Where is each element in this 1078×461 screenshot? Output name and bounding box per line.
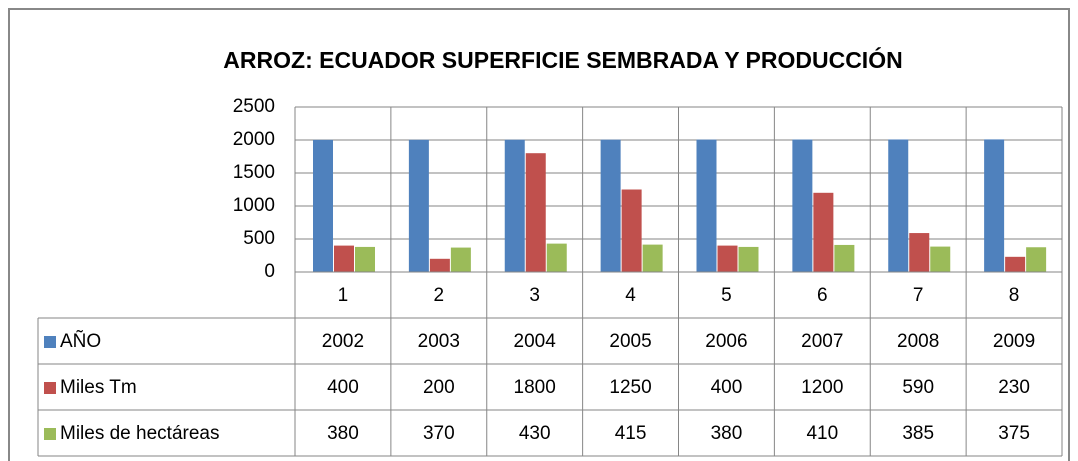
x-tick-label: 6 [817,285,828,306]
x-tick-label: 7 [913,285,924,306]
table-value: 385 [902,423,934,444]
bar [621,189,642,272]
x-tick-label: 8 [1009,285,1020,306]
table-value: 410 [806,423,838,444]
table-value: 2005 [609,331,651,352]
bar [813,192,834,272]
bar [984,139,1005,272]
bar [642,244,663,272]
table-value: 380 [711,423,743,444]
table-value: 380 [327,423,359,444]
bar [408,139,429,272]
legend-label: Miles de hectáreas [60,423,219,444]
legend-label: AÑO [60,330,101,352]
y-tick-label: 0 [264,261,275,282]
table-value: 430 [519,423,551,444]
bar [909,233,930,272]
table-value: 375 [998,423,1030,444]
x-tick-label: 1 [338,285,349,306]
y-tick-label: 1000 [233,195,275,216]
y-tick-label: 500 [243,228,275,249]
bar [600,139,621,272]
bar [792,139,813,272]
table-value: 370 [423,423,455,444]
table-value: 2009 [993,331,1035,352]
table-value: 415 [615,423,647,444]
table-value: 2006 [705,331,747,352]
table-value: 400 [327,377,359,398]
bar [834,244,855,272]
table-value: 2008 [897,331,939,352]
bar [525,153,546,272]
chart-title: ARROZ: ECUADOR SUPERFICIE SEMBRADA Y PRO… [223,46,902,73]
table-value: 2002 [322,331,364,352]
bar [334,245,354,272]
table-value: 230 [998,377,1030,398]
bar [738,246,759,272]
bar [546,243,567,272]
bar [930,246,951,272]
bar [1026,247,1047,272]
table-value: 1250 [609,377,651,398]
table-value: 2003 [418,331,460,352]
x-tick-label: 3 [529,285,540,306]
x-tick-label: 4 [625,285,636,306]
x-tick-label: 5 [721,285,732,306]
bar [1005,256,1026,272]
table-value: 200 [423,377,455,398]
bar [429,258,450,272]
legend-label: Miles Tm [60,377,137,398]
table-value: 2007 [801,331,843,352]
y-tick-label: 2500 [233,96,275,117]
table-value: 2004 [514,331,557,352]
legend-swatch [44,382,56,394]
y-tick-label: 1500 [233,162,275,183]
bar [717,245,738,272]
chart-border [8,8,1070,461]
table-value: 1800 [514,377,556,398]
bar [696,139,717,272]
y-tick-label: 2000 [233,129,275,150]
bar [888,139,909,272]
bar [355,246,375,272]
bar [504,139,525,272]
bar [450,247,471,272]
legend-swatch [44,336,56,348]
table-value: 1200 [801,377,843,398]
table-value: 590 [902,377,934,398]
bar [313,139,333,272]
legend-swatch [44,428,56,440]
table-value: 400 [711,377,743,398]
x-tick-label: 2 [434,285,445,306]
